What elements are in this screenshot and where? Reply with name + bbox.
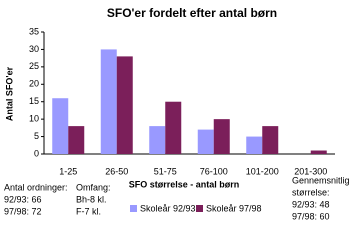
bar (213, 119, 230, 154)
x-tick-label: 26-50 (105, 166, 128, 176)
annotation: 92/93: 66 (4, 194, 42, 204)
annotation: 92/93: 48 (292, 199, 330, 209)
bar (262, 126, 279, 154)
y-tick-label: 0 (34, 148, 39, 158)
bar (165, 101, 182, 154)
x-tick-label: 201-300 (294, 166, 327, 176)
annotation: 97/98: 72 (4, 206, 42, 216)
x-tick-label: 76-100 (200, 166, 228, 176)
bar (100, 49, 117, 154)
annotation: Bh-8 kl. (76, 194, 107, 204)
annotation: F-7 kl. (76, 206, 101, 216)
x-tick-label: 1-25 (59, 166, 77, 176)
annotation: Antal ordninger: (4, 182, 68, 192)
bar (310, 150, 327, 154)
annotation: Gennemsnitlig (292, 175, 350, 185)
y-tick-label: 20 (29, 79, 39, 89)
annotation: størrelse: (292, 187, 330, 197)
x-axis-title: SFO størrelse - antal børn (129, 179, 240, 189)
y-tick-label: 25 (29, 61, 39, 71)
bar (52, 98, 69, 154)
bar (116, 56, 133, 154)
y-tick-label: 10 (29, 114, 39, 124)
annotation: 97/98: 60 (292, 211, 330, 220)
x-tick-label: 51-75 (154, 166, 177, 176)
legend-label: Skoleår 92/93 (140, 203, 196, 213)
legend-label: Skoleår 97/98 (206, 203, 262, 213)
chart-title: SFO'er fordelt efter antal børn (107, 6, 277, 20)
chart: SFO'er fordelt efter antal børn Antal SF… (4, 6, 350, 220)
bar (197, 129, 214, 154)
y-axis-title: Antal SFO'er (4, 66, 14, 121)
y-tick-label: 15 (29, 96, 39, 106)
bar (246, 136, 263, 154)
bar (149, 126, 166, 154)
annotation: Omfang: (76, 182, 111, 192)
y-tick-label: 35 (29, 26, 39, 36)
legend-swatch (130, 205, 137, 212)
y-tick-label: 5 (34, 131, 39, 141)
bar (68, 126, 85, 154)
legend-swatch (196, 205, 203, 212)
y-tick-label: 30 (29, 44, 39, 54)
x-tick-label: 101-200 (246, 166, 279, 176)
